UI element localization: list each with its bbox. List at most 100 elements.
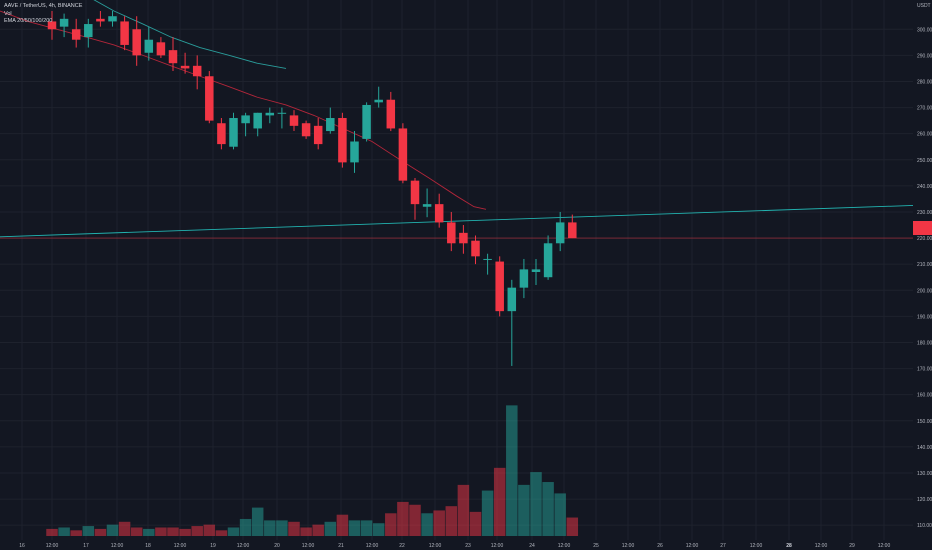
candle-body	[229, 118, 238, 147]
ema-indicator-label[interactable]: EMA 20/50/100/200	[4, 18, 53, 24]
candle-body	[410, 180, 420, 205]
candle-body	[398, 128, 408, 181]
candle-body	[289, 115, 299, 126]
candle-body	[471, 240, 480, 257]
volume-bar	[348, 520, 361, 536]
volume-bar	[227, 527, 240, 536]
volume-bar	[385, 513, 397, 536]
time-tick-label: 23	[465, 543, 471, 549]
volume-bar	[167, 527, 179, 536]
price-tick-label: 110.00	[917, 523, 932, 529]
volume-bar	[493, 467, 506, 536]
candle-body	[434, 204, 444, 223]
time-tick-label: 26	[657, 543, 663, 549]
time-tick-label: 29	[849, 543, 855, 549]
time-tick-label: 12:00	[878, 543, 891, 549]
time-tick-label: 21	[338, 543, 344, 549]
volume-bar	[506, 405, 518, 536]
price-tick-label: 300.00	[917, 27, 932, 33]
price-tick-label: 240.00	[917, 184, 932, 190]
symbol-title[interactable]: AAVE / TetherUS, 4h, BINANCE	[4, 3, 83, 9]
volume-bar	[203, 524, 216, 536]
price-tick-label: 160.00	[917, 393, 932, 399]
candle-body	[168, 50, 178, 64]
time-tick-label: 20	[274, 543, 280, 549]
candle-body	[495, 261, 504, 312]
volume-bar	[409, 504, 421, 536]
candle-body	[132, 29, 141, 56]
candle-body	[386, 99, 396, 129]
candle-body	[71, 29, 81, 40]
volume-bar	[143, 528, 155, 536]
candle-body	[350, 141, 359, 163]
candle-body	[253, 112, 262, 129]
time-tick-label: 12:00	[622, 543, 635, 549]
volume-bar	[372, 523, 385, 536]
trend-line	[0, 204, 914, 238]
volume-bar	[433, 510, 445, 536]
price-tick-label: 200.00	[917, 288, 932, 294]
volume-bar	[46, 528, 58, 536]
candle-body	[277, 112, 287, 114]
time-tick-label: 12:00	[491, 543, 504, 549]
candle-body	[241, 115, 250, 124]
time-tick-label: 12:00	[46, 543, 59, 549]
volume-bar	[155, 527, 167, 536]
ema-line-teal	[93, 0, 287, 69]
volume-bar	[106, 524, 119, 536]
volume-bar	[457, 484, 470, 536]
volume-bar	[215, 530, 228, 536]
time-tick-label: 27	[720, 543, 726, 549]
candle-body	[156, 42, 166, 56]
price-tick-label: 140.00	[917, 445, 932, 451]
candle-body	[120, 21, 129, 45]
last-price-tag	[913, 221, 932, 235]
candle-body	[422, 204, 432, 207]
time-tick-label: 24	[529, 543, 535, 549]
volume-indicator-label[interactable]: Vol	[4, 10, 12, 17]
time-tick-label: 25	[593, 543, 599, 549]
price-tick-label: 260.00	[917, 132, 932, 138]
time-axis[interactable]: 16 12:00 17 12:00 18 12:00 19 12:00 20 12:00 21 12:…	[19, 543, 890, 549]
time-tick-label: 19	[210, 543, 216, 549]
volume-bar	[566, 517, 579, 536]
price-tick-label: 220.00	[917, 236, 932, 242]
volume-bar	[336, 514, 349, 536]
volume-bar	[421, 513, 433, 536]
candle-body	[301, 123, 311, 137]
time-tick-label: 12:00	[302, 543, 315, 549]
price-tick-label: 280.00	[917, 79, 932, 85]
volume-bar	[481, 490, 494, 536]
chart-legend: AAVE / TetherUS, 4h, BINANCE Vol EMA 20/…	[4, 3, 82, 26]
price-tick-label: 170.00	[917, 367, 932, 373]
volume-bar	[251, 507, 264, 536]
candle-body	[59, 18, 69, 27]
volume-bar	[445, 506, 458, 536]
price-tick-label: 270.00	[917, 106, 932, 112]
candle-body	[338, 118, 347, 163]
time-tick-label: 12:00	[366, 543, 379, 549]
volume-bar	[324, 521, 337, 536]
candle-body	[447, 222, 456, 244]
price-tick-label: 180.00	[917, 340, 932, 346]
volume-bar	[118, 521, 131, 536]
time-tick-label: 12:00	[686, 543, 699, 549]
volume-bar	[312, 524, 324, 536]
price-axis[interactable]: 110.00 120.00 130.00 140.00 150.00 160.00 170.…	[917, 27, 932, 529]
candle-body	[374, 99, 383, 103]
candle-body	[483, 258, 492, 260]
volume-bar	[300, 527, 312, 536]
candle-body	[108, 16, 117, 22]
volume-bar	[82, 526, 95, 536]
time-tick-label: 16	[19, 543, 25, 549]
volume-bar	[130, 527, 143, 536]
volume-bar	[542, 482, 554, 536]
time-tick-label: 12:00	[558, 543, 571, 549]
price-tick-label: 190.00	[917, 314, 932, 320]
price-tick-label: 250.00	[917, 158, 932, 164]
candle-body	[265, 112, 275, 116]
time-tick-label: 12:00	[815, 543, 828, 549]
volume-bar	[288, 521, 300, 536]
volume-bar	[239, 518, 252, 536]
